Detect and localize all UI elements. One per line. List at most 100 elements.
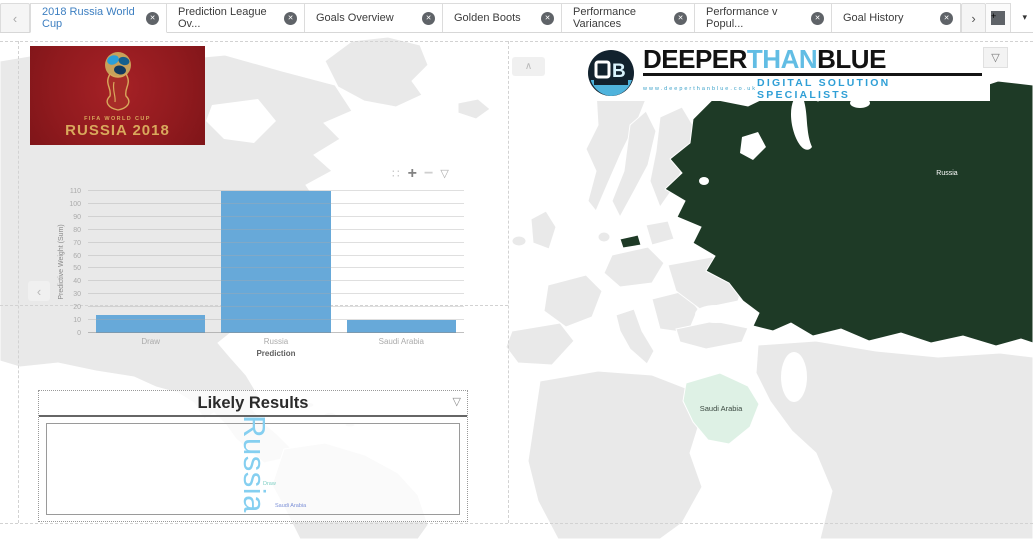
bar-draw[interactable] <box>96 314 206 333</box>
vendor-logo-banner: B DEEPERTHANBLUE www.deeperthanblue.co.u… <box>583 45 990 101</box>
bar-saudi-arabia[interactable] <box>346 320 456 333</box>
vendor-tagline: DIGITAL SOLUTION SPECIALISTS <box>757 76 891 101</box>
y-tick-label: 100 <box>69 200 81 208</box>
tab-scroll-right-button[interactable]: › <box>961 3 986 32</box>
gridline <box>88 241 464 243</box>
caret-down-icon: ▾ <box>1022 12 1027 22</box>
y-tick-label: 50 <box>73 265 81 273</box>
world-map <box>0 36 1033 539</box>
gridline <box>88 228 464 230</box>
tab-label: Golden Boots <box>454 12 521 24</box>
vendor-wordmark: DEEPERTHANBLUE <box>643 46 982 72</box>
map-region-saudi-arabia[interactable] <box>682 372 760 445</box>
chevron-left-icon: ‹ <box>12 10 18 26</box>
tab-label: Prediction League Ov... <box>178 6 267 30</box>
word-cloud-word-draw[interactable]: Draw <box>263 481 276 487</box>
bar-slot <box>213 191 338 333</box>
tab-label: Performance v Popul... <box>706 6 778 30</box>
filter-funnel-icon[interactable]: ▽ <box>452 396 461 408</box>
tab-prediction-league-overview[interactable]: Prediction League Ov... ✕ <box>167 3 305 32</box>
y-tick-label: 60 <box>73 252 81 260</box>
add-icon: + <box>991 11 1005 25</box>
y-tick-label: 80 <box>73 226 81 234</box>
vendor-url: www.deeperthanblue.co.uk <box>643 85 758 92</box>
close-icon[interactable]: ✕ <box>284 11 297 25</box>
tab-2018-russia-world-cup[interactable]: 2018 Russia World Cup ✕ <box>30 3 167 33</box>
world-cup-banner-line2: RUSSIA 2018 <box>65 122 170 139</box>
layout-guide <box>0 41 1033 42</box>
bar-plot <box>88 190 464 333</box>
y-tick-label: 30 <box>73 291 81 299</box>
word-cloud-word-russia[interactable]: Russia <box>237 415 272 513</box>
close-icon[interactable]: ✕ <box>422 11 435 25</box>
logo-divider <box>643 72 982 76</box>
bar-slot <box>339 191 464 333</box>
filter-funnel-icon[interactable]: ▽ <box>440 167 449 180</box>
close-icon[interactable]: ✕ <box>940 11 953 25</box>
chevron-up-icon: ∧ <box>524 61 533 72</box>
zoom-out-icon[interactable]: − <box>423 165 434 182</box>
add-tab-button[interactable]: + <box>986 3 1011 32</box>
deeperthanblue-mark-icon: B <box>588 50 634 96</box>
chevron-right-icon: › <box>971 10 976 26</box>
zoom-in-icon[interactable]: + <box>407 165 417 182</box>
collapse-left-handle[interactable]: ‹ <box>28 281 50 301</box>
gridline <box>88 202 464 204</box>
tab-label: Goal History <box>843 12 904 24</box>
word-cloud-word-saudi-arabia[interactable]: Saudi Arabia <box>275 503 307 509</box>
likely-results-panel: Likely Results ▽ Russia Draw Saudi Arabi… <box>38 390 468 522</box>
tab-goals-overview[interactable]: Goals Overview ✕ <box>305 3 443 32</box>
layout-guide <box>0 523 1033 524</box>
tab-performance-variances[interactable]: Performance Variances ✕ <box>562 3 695 32</box>
map-region-russia-kaliningrad[interactable] <box>619 234 642 249</box>
y-tick-label: 110 <box>69 188 81 195</box>
tab-label: Performance Variances <box>573 6 636 30</box>
drag-handle-icon[interactable]: ∷ <box>392 167 401 181</box>
close-icon[interactable]: ✕ <box>674 11 687 25</box>
map-filter-button[interactable]: ▽ <box>983 47 1008 68</box>
tab-golden-boots[interactable]: Golden Boots ✕ <box>443 3 562 32</box>
y-tick-label: 0 <box>77 330 81 337</box>
tab-scroll-left-button[interactable]: ‹ <box>0 3 30 32</box>
tab-label: 2018 Russia World Cup <box>42 6 135 30</box>
x-axis-title: Prediction <box>256 349 296 358</box>
dashboard: FIFA WORLD CUP RUSSIA 2018 B DEEPERTHANB… <box>0 33 1033 539</box>
y-tick-label: 40 <box>73 278 81 286</box>
map-greenland <box>324 36 429 108</box>
likely-results-header: Likely Results ▽ <box>39 391 467 417</box>
map-africa <box>527 370 703 539</box>
map-label-russia: Russia <box>936 170 958 177</box>
y-tick-label: 70 <box>73 239 81 247</box>
gridline <box>88 332 464 333</box>
layout-guide <box>18 41 19 523</box>
world-cup-banner-line1: FIFA WORLD CUP <box>84 116 151 122</box>
x-category-label: Russia <box>263 337 289 346</box>
world-cup-trophy-icon <box>104 52 131 111</box>
tab-performance-v-population[interactable]: Performance v Popul... ✕ <box>695 3 832 32</box>
close-icon[interactable]: ✕ <box>541 11 554 25</box>
wordmark-than: THAN <box>746 43 818 74</box>
chevron-left-icon: ‹ <box>36 283 42 299</box>
bars-row <box>88 191 464 333</box>
collapse-up-handle[interactable]: ∧ <box>512 57 545 76</box>
tab-label: Goals Overview <box>316 12 394 24</box>
map-label-saudi-arabia: Saudi Arabia <box>699 404 743 413</box>
bar-russia[interactable] <box>221 191 331 333</box>
close-icon[interactable]: ✕ <box>146 11 159 25</box>
category-row: Draw Russia Saudi Arabia <box>88 337 464 346</box>
tab-overflow-menu[interactable]: ▾ <box>1011 3 1033 32</box>
close-icon[interactable]: ✕ <box>811 11 824 25</box>
tab-goal-history[interactable]: Goal History ✕ <box>832 3 961 32</box>
y-tick-label: 90 <box>73 213 81 221</box>
gridline <box>88 215 464 217</box>
gridline <box>88 319 464 321</box>
layout-guide <box>508 41 509 523</box>
gridline <box>88 280 464 282</box>
wordmark-deeper: DEEPER <box>643 43 747 74</box>
map-asia <box>755 340 1033 539</box>
word-cloud-box <box>46 423 460 515</box>
likely-results-title: Likely Results <box>197 393 309 412</box>
world-cup-banner: FIFA WORLD CUP RUSSIA 2018 <box>30 46 205 145</box>
gridline <box>88 267 464 269</box>
svg-text:B: B <box>612 61 626 82</box>
